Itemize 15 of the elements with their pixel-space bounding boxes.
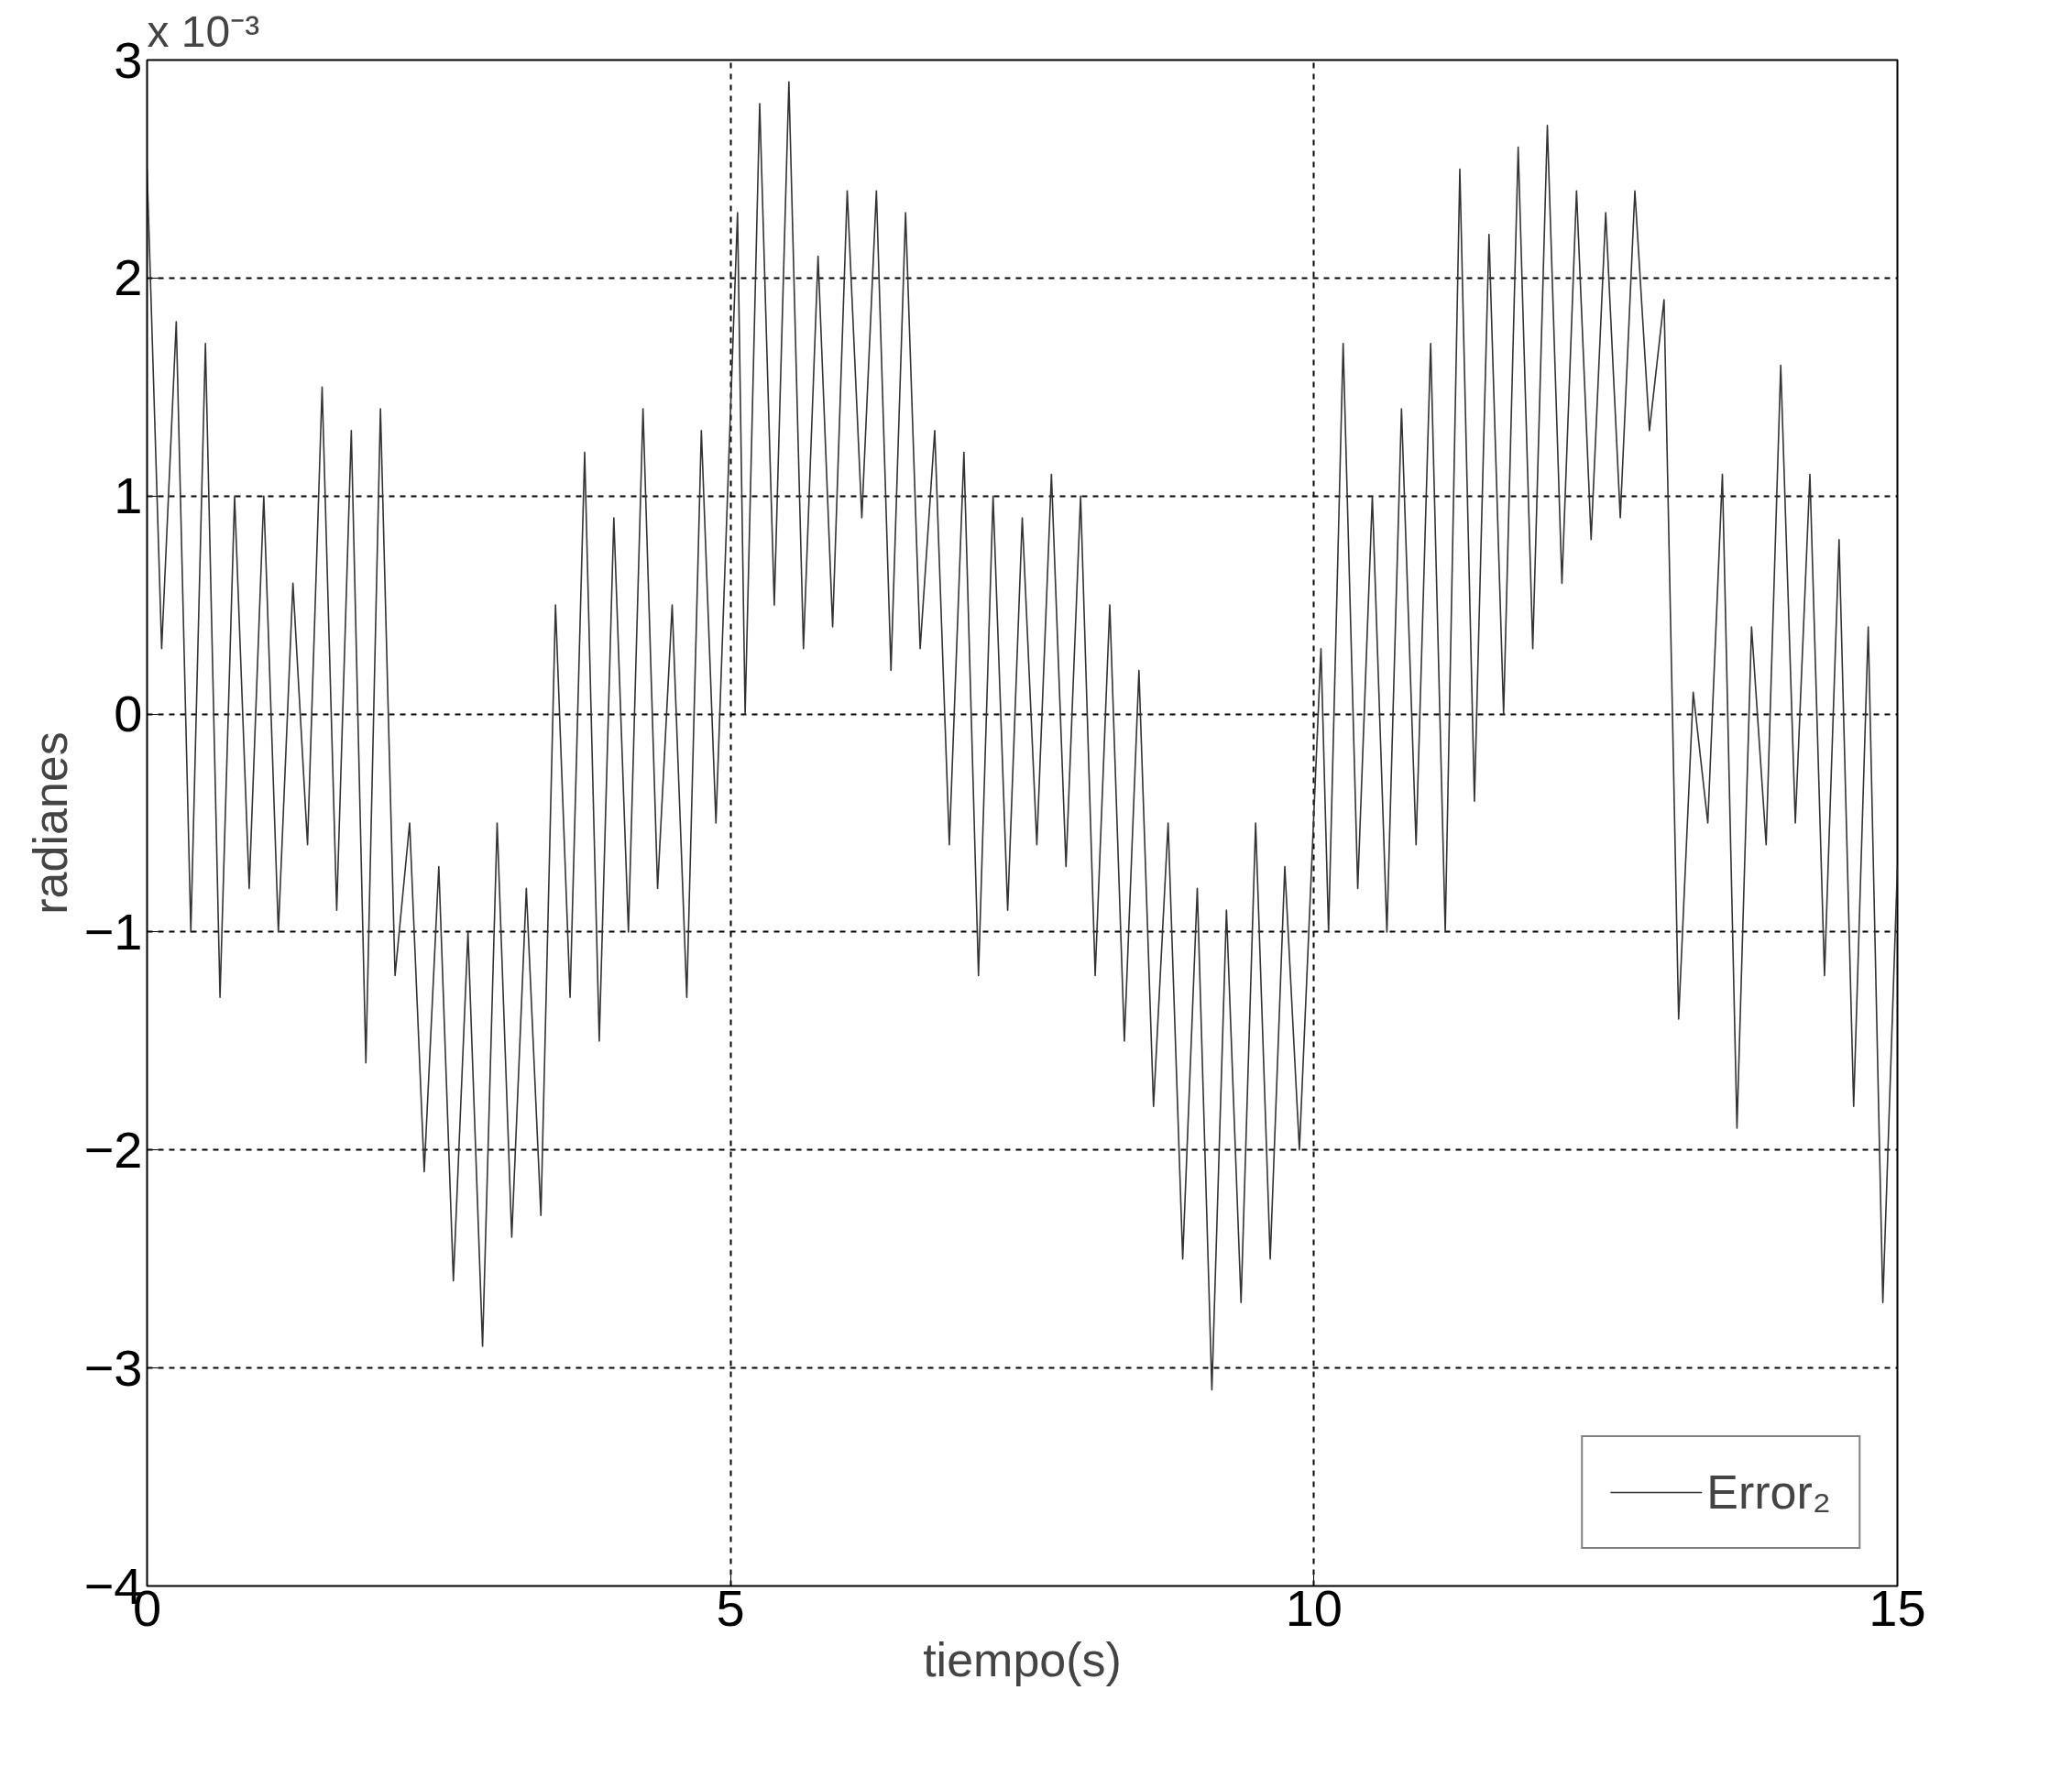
y-tick-label: −3 (83, 1338, 143, 1397)
y-tick-label: 3 (114, 30, 143, 89)
y-tick-label: 1 (114, 466, 143, 525)
y-tick-label: −2 (83, 1120, 143, 1179)
x-tick-label: 10 (1285, 1578, 1343, 1637)
y-axis-title: radianes (23, 731, 77, 915)
y-tick-label: 0 (114, 685, 143, 743)
line-series (147, 81, 1898, 1391)
x-tick-label: 15 (1869, 1578, 1926, 1637)
y-tick-label: −1 (83, 902, 143, 960)
text: x 10⁻³ (147, 6, 260, 56)
x-tick-label: 5 (716, 1578, 745, 1637)
legend-label: Error₂ (1706, 1465, 1831, 1520)
y-tick-label: 2 (114, 248, 143, 307)
x-axis-title: tiempo(s) (923, 1632, 1122, 1686)
